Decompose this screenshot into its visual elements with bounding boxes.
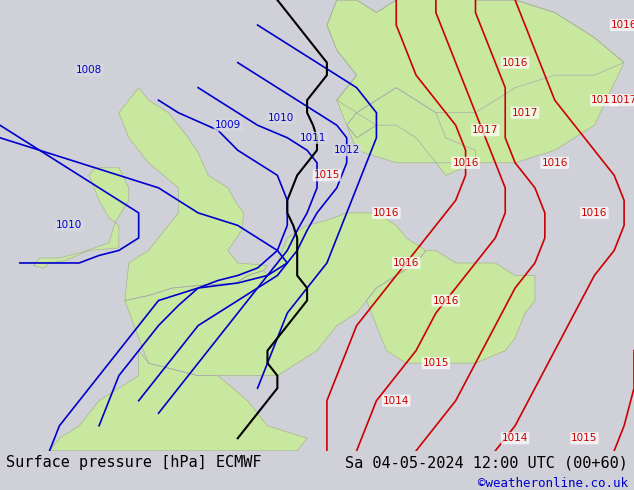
Text: 1010: 1010 [268,113,294,122]
Text: 1016: 1016 [541,158,568,168]
Text: 1016: 1016 [502,58,528,68]
Text: 1015: 1015 [314,171,340,180]
Polygon shape [119,88,268,300]
Polygon shape [327,0,624,125]
Text: 1016: 1016 [393,258,419,268]
Text: 1009: 1009 [215,120,241,130]
Text: 1015: 1015 [423,358,449,368]
Text: 1016: 1016 [432,295,459,306]
Text: Surface pressure [hPa] ECMWF: Surface pressure [hPa] ECMWF [6,455,262,470]
Polygon shape [49,351,307,451]
Text: 1015: 1015 [571,433,598,443]
Text: 1016: 1016 [373,208,399,218]
Text: 1016: 1016 [453,158,479,168]
Text: 1016: 1016 [611,20,634,30]
Text: 1016: 1016 [581,208,607,218]
Text: ©weatheronline.co.uk: ©weatheronline.co.uk [477,477,628,490]
Polygon shape [125,213,426,376]
Text: 1008: 1008 [76,65,102,75]
Text: 1010: 1010 [56,220,82,230]
Polygon shape [34,168,129,268]
Text: 1011: 1011 [300,133,327,143]
Text: 1017: 1017 [591,95,618,105]
Text: 1014: 1014 [502,433,528,443]
Text: Sa 04-05-2024 12:00 UTC (00+60): Sa 04-05-2024 12:00 UTC (00+60) [345,455,628,470]
Polygon shape [347,88,476,175]
Text: 1014: 1014 [383,396,410,406]
Text: 1012: 1012 [333,145,360,155]
Polygon shape [366,250,535,363]
Polygon shape [327,0,624,163]
Text: 1017: 1017 [512,108,538,118]
Text: 1017: 1017 [472,125,498,135]
Text: 1017: 1017 [611,95,634,105]
